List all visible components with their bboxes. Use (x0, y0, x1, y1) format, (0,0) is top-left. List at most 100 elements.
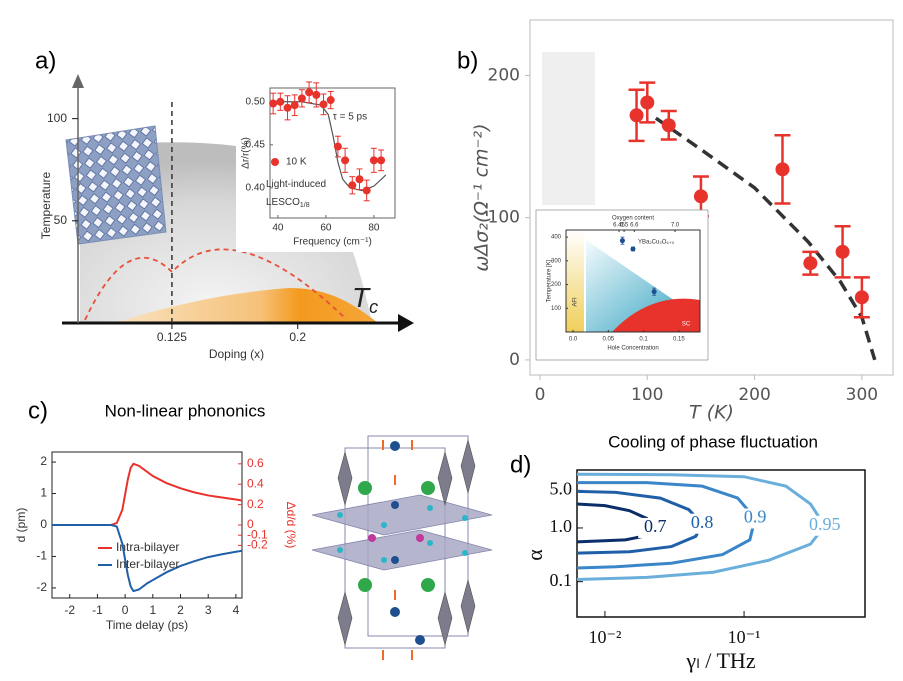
plot-frame (269, 87, 396, 219)
legend-label: Intra-bilayer (116, 540, 179, 554)
axis-arrow (398, 314, 414, 332)
data-point (369, 156, 378, 165)
atom (415, 635, 425, 645)
octahedron (437, 450, 453, 507)
plane (311, 494, 493, 536)
y-axis-label: d (pm) (14, 508, 28, 543)
x-tick-label: 0.05 (602, 337, 614, 343)
plot-frame (565, 229, 701, 333)
y2-tick-label: 0.2 (247, 497, 264, 511)
atom (391, 556, 399, 564)
data-point (629, 108, 644, 123)
x-tick-label: 4 (233, 603, 240, 617)
data-point (269, 99, 278, 108)
y-axis-label: α (522, 549, 547, 561)
x-tick-label: 80 (368, 223, 380, 234)
atom (462, 515, 468, 521)
octahedron (437, 590, 453, 647)
panel-a-inset: 40 60 80 0.40 0.45 0.50 Frequency (cm⁻¹) Δr/r(%… (236, 81, 400, 252)
x-tick-label: 300 (846, 385, 878, 405)
octahedron (460, 578, 476, 635)
x-axis-label: T (K) (689, 402, 734, 424)
y-axis-label: Temperature [K] (547, 259, 553, 302)
inset-background (236, 84, 400, 252)
data-point (835, 244, 850, 259)
annotation-subscript: c (369, 297, 378, 317)
note: Light-induced (266, 179, 326, 190)
data-point (651, 289, 657, 295)
y-tick-label: 0.50 (246, 96, 266, 107)
series-line (52, 462, 243, 526)
atom (358, 578, 372, 592)
data-point (362, 186, 371, 195)
note-subscript: 1/8 (300, 202, 310, 209)
x-axis-label: Frequency (cm⁻¹) (293, 237, 372, 248)
x2-tick-label: 6.5 (620, 223, 629, 229)
note-text: LESCO (266, 197, 300, 208)
data-point (661, 118, 676, 133)
annotation: τ = 5 ps (333, 112, 367, 123)
data-point (377, 156, 386, 165)
x2-tick-label: 7.0 (671, 223, 680, 229)
contour-label: 0.8 (691, 512, 714, 532)
atom (358, 481, 372, 495)
y-tick-label: 0 (40, 517, 47, 531)
data-point (619, 238, 625, 244)
x2-axis-label: Oxygen content (612, 216, 654, 222)
y2-tick-label: 0.4 (247, 476, 264, 490)
data-point (283, 103, 292, 112)
x-tick-label: 0.1 (639, 337, 648, 343)
x-tick-label: 2 (177, 603, 184, 617)
x-tick-label: 40 (272, 223, 284, 234)
phase-region (115, 288, 378, 323)
x-axis-label: Doping (x) (209, 347, 264, 361)
annotation: YBa₂Cu₃O₆₊ₓ (638, 240, 674, 246)
contour-label: 0.95 (809, 514, 841, 534)
data-point (355, 175, 364, 184)
phase-region (612, 298, 700, 332)
y2-tick-label: -0.1 (247, 527, 268, 541)
y2-axis-label: Δd/d (%) (284, 502, 298, 549)
x-axis-label: Time delay (ps) (106, 618, 188, 632)
atom (337, 512, 343, 518)
annotation-text: T (352, 282, 371, 313)
note-text: Light-induced (266, 179, 326, 190)
data-point (290, 101, 299, 110)
atom (427, 505, 433, 511)
atom (337, 547, 343, 553)
shaded-region (542, 52, 595, 205)
contour-label: 0.7 (644, 516, 667, 536)
atom (390, 607, 400, 617)
x2-tick-label: 6.6 (630, 223, 639, 229)
y-tick-label: 2 (40, 454, 47, 468)
x-axis-label: γₗ / THz (685, 648, 755, 673)
label-background (638, 517, 673, 538)
plot-frame (576, 469, 866, 618)
plane (311, 529, 493, 571)
axis-arrow (72, 74, 84, 88)
legend-label: 10 K (286, 157, 307, 168)
label-background (802, 515, 847, 536)
crystal-structure (311, 435, 493, 660)
y-tick-label: 200 (488, 65, 520, 85)
panel-b-inset: 0.0 0.05 0.1 0.15 100 200 300 400 6.456.5 6.6 7.0 H… (535, 209, 709, 361)
panel-label: a) (35, 47, 56, 74)
label-background (738, 508, 773, 529)
atom (381, 522, 387, 528)
heading: Cooling of phase fluctuation (608, 432, 818, 451)
y-axis-label: ωΔσ₂(Ω⁻¹ cm⁻²) (471, 123, 493, 271)
plot-frame (529, 19, 894, 376)
y-tick-label: 50 (54, 213, 68, 227)
x-tick-label: -1 (92, 603, 103, 617)
x-tick-label: 60 (320, 223, 332, 234)
y-tick-label: 100 (551, 306, 562, 312)
data-point (326, 96, 335, 105)
heading: Non-linear phononics (105, 401, 266, 420)
panel-label: b) (457, 47, 478, 74)
y-tick-label: 300 (551, 258, 562, 264)
legend-marker (271, 158, 279, 166)
panel-label: d) (510, 451, 531, 478)
data-point (803, 256, 818, 271)
